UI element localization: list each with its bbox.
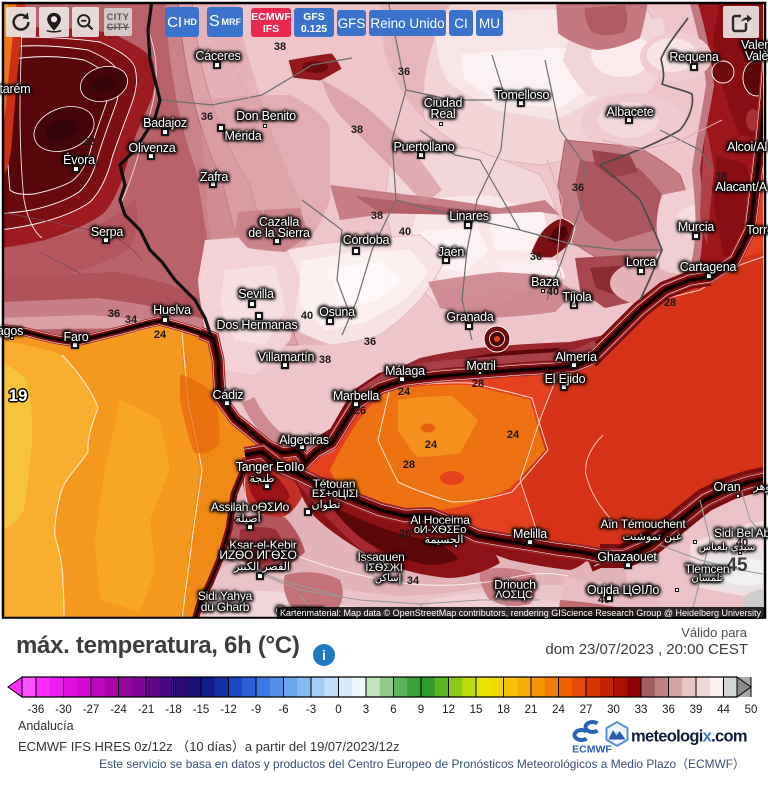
svg-text:-30: -30 bbox=[55, 704, 72, 716]
svg-text:-24: -24 bbox=[110, 704, 127, 716]
svg-text:-6: -6 bbox=[278, 704, 288, 716]
svg-text:24: 24 bbox=[552, 704, 565, 716]
svg-text:-36: -36 bbox=[28, 704, 45, 716]
svg-text:39: 39 bbox=[690, 704, 703, 716]
svg-text:-15: -15 bbox=[193, 704, 210, 716]
svg-text:-27: -27 bbox=[83, 704, 100, 716]
svg-text:0: 0 bbox=[335, 704, 341, 716]
svg-text:6: 6 bbox=[390, 704, 396, 716]
svg-text:44: 44 bbox=[717, 704, 730, 716]
svg-text:12: 12 bbox=[442, 704, 455, 716]
svg-text:-18: -18 bbox=[165, 704, 182, 716]
svg-text:33: 33 bbox=[635, 704, 648, 716]
svg-text:-21: -21 bbox=[138, 704, 155, 716]
svg-text:21: 21 bbox=[525, 704, 538, 716]
svg-text:18: 18 bbox=[497, 704, 510, 716]
svg-text:ECMWF: ECMWF bbox=[572, 744, 612, 755]
svg-text:3: 3 bbox=[363, 704, 369, 716]
svg-text:27: 27 bbox=[580, 704, 593, 716]
svg-text:50: 50 bbox=[745, 704, 758, 716]
svg-text:36: 36 bbox=[662, 704, 675, 716]
svg-text:9: 9 bbox=[418, 704, 424, 716]
svg-text:-3: -3 bbox=[306, 704, 316, 716]
svg-text:15: 15 bbox=[470, 704, 483, 716]
svg-text:-9: -9 bbox=[251, 704, 261, 716]
svg-text:meteologix.com: meteologix.com bbox=[631, 728, 747, 746]
svg-text:-12: -12 bbox=[220, 704, 237, 716]
svg-text:30: 30 bbox=[607, 704, 620, 716]
